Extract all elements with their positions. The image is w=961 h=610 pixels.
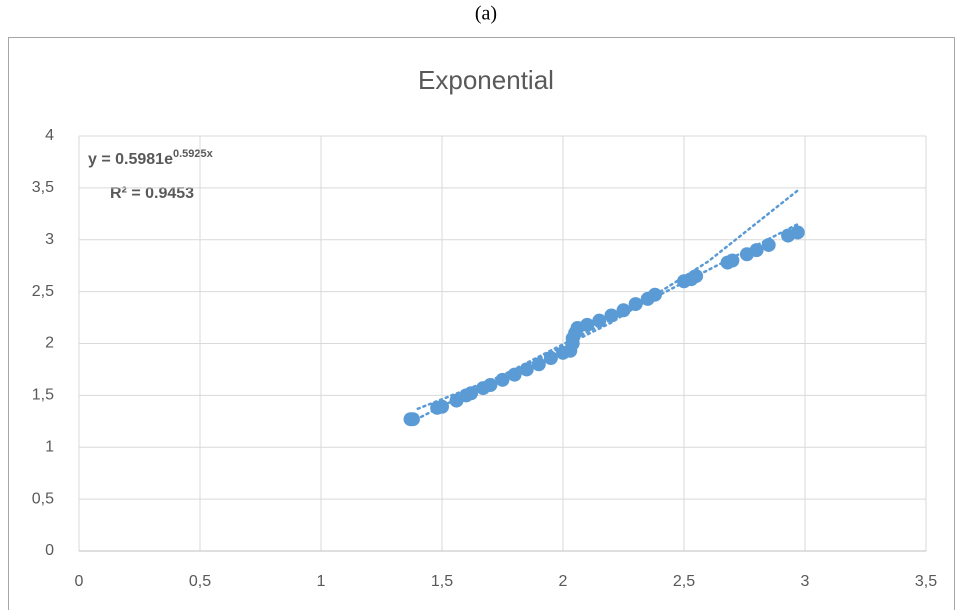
y-tick-label: 3: [45, 231, 54, 248]
equation-exponent: 0.5925x: [173, 148, 214, 160]
scatter-point: [628, 297, 643, 312]
x-tick-label: 1: [317, 573, 326, 590]
scatter-point: [507, 367, 522, 382]
x-tick-label: 0: [75, 573, 84, 590]
y-tick-label: 1: [45, 438, 54, 455]
scatter-point: [749, 243, 764, 258]
x-tick-label: 2: [559, 573, 568, 590]
scatter-point: [464, 386, 479, 401]
y-tick-label: 2,5: [32, 283, 54, 300]
y-tick-label: 0: [45, 542, 54, 559]
y-tick-label: 2: [45, 335, 54, 352]
trendline: [416, 189, 799, 411]
scatter-point: [435, 399, 449, 414]
scatter-point: [519, 362, 534, 377]
scatter-point: [604, 308, 619, 323]
x-tick-label: 3,5: [915, 573, 937, 590]
scatter-point: [725, 253, 740, 268]
y-tick-label: 3,5: [32, 179, 54, 196]
y-tick-label: 1,5: [32, 387, 54, 404]
caption: (a): [475, 3, 497, 25]
scatter-point: [531, 357, 546, 372]
scatter-point: [790, 225, 805, 240]
y-tick-label: 0,5: [32, 490, 54, 507]
scatter-point: [647, 287, 662, 302]
scatter-point: [495, 372, 510, 387]
chart-title: Exponential: [418, 65, 554, 95]
scatter-point: [405, 412, 420, 427]
r-squared: R² = 0.9453: [110, 185, 194, 202]
x-tick-label: 3: [801, 573, 810, 590]
x-tick-label: 1,5: [431, 573, 453, 590]
x-tick-label: 0,5: [189, 573, 211, 590]
equation: y = 0.5981e0.5925x: [88, 148, 214, 168]
chart-border: [8, 37, 955, 610]
equation-text: y = 0.5981e: [88, 151, 173, 168]
scatter-point: [616, 303, 631, 318]
x-tick-label: 2,5: [673, 573, 695, 590]
scatter-point: [761, 237, 776, 252]
scatter-point: [483, 378, 498, 392]
scatter-point: [592, 313, 607, 328]
y-tick-label: 4: [45, 127, 54, 144]
scatter-point: [689, 269, 704, 284]
scatter-point: [543, 351, 558, 366]
scatter-point: [580, 317, 595, 332]
